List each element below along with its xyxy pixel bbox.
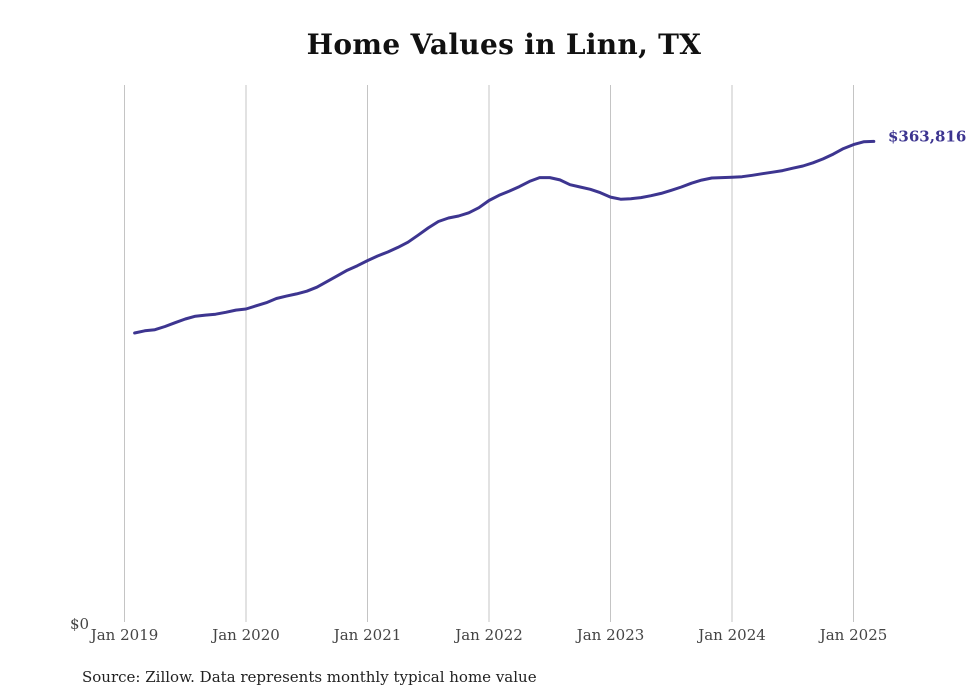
- data-point-2020-02: [255, 304, 258, 307]
- data-point-2022-09: [569, 183, 572, 186]
- data-point-2020-10: [336, 274, 339, 277]
- data-point-2020-08: [315, 286, 318, 289]
- data-point-2020-03: [265, 301, 268, 304]
- data-point-2023-04: [639, 196, 642, 199]
- data-point-2024-07: [791, 167, 794, 170]
- data-point-2021-08: [437, 220, 440, 223]
- data-point-2023-12: [720, 176, 723, 179]
- data-point-2020-11: [346, 269, 349, 272]
- data-point-2021-05: [407, 241, 410, 244]
- data-point-2019-06: [174, 321, 177, 324]
- data-point-2025-02: [862, 140, 865, 143]
- data-point-2023-11: [710, 177, 713, 180]
- data-point-2024-01: [731, 176, 734, 179]
- x-tick-label-2021: Jan 2021: [332, 626, 402, 644]
- end-value-label: $363,816: [888, 127, 966, 145]
- data-point-2022-11: [589, 188, 592, 191]
- data-point-2025-01: [852, 143, 855, 146]
- data-point-2019-05: [164, 325, 167, 328]
- data-point-2019-04: [153, 328, 156, 331]
- data-point-2019-03: [143, 329, 146, 332]
- data-point-2019-10: [214, 313, 217, 316]
- data-point-2021-02: [376, 255, 379, 258]
- data-point-2019-02: [133, 332, 136, 335]
- data-point-2023-05: [650, 194, 653, 197]
- data-point-2023-09: [690, 182, 693, 185]
- data-point-2021-12: [477, 206, 480, 209]
- data-point-2023-01: [609, 196, 612, 199]
- data-point-2021-01: [366, 259, 369, 262]
- data-point-2024-03: [751, 174, 754, 177]
- data-point-2020-06: [295, 292, 298, 295]
- data-point-2022-08: [558, 178, 561, 181]
- data-point-2023-03: [629, 197, 632, 200]
- data-point-2020-04: [275, 297, 278, 300]
- data-point-2024-09: [812, 161, 815, 164]
- series-line-0: [133, 139, 876, 335]
- data-point-2022-06: [538, 176, 541, 179]
- source-note: Source: Zillow. Data represents monthly …: [82, 668, 537, 686]
- chart-title: Home Values in Linn, TX: [306, 28, 702, 61]
- data-point-2022-03: [508, 190, 511, 193]
- data-point-2022-07: [548, 176, 551, 179]
- data-point-2021-11: [467, 211, 470, 214]
- data-point-2021-04: [396, 246, 399, 249]
- data-point-2022-12: [599, 191, 602, 194]
- data-point-2021-07: [427, 226, 430, 229]
- data-point-2024-10: [822, 157, 825, 160]
- data-point-2022-01: [488, 199, 491, 202]
- data-point-2022-10: [579, 186, 582, 189]
- data-point-2023-02: [619, 198, 622, 201]
- data-point-2020-05: [285, 295, 288, 298]
- data-point-2024-11: [832, 153, 835, 156]
- series-layer: $363,816: [133, 127, 966, 335]
- data-point-2020-09: [326, 280, 329, 283]
- y-axis-tick-labels: $0: [70, 615, 89, 633]
- data-point-2022-05: [528, 180, 531, 183]
- data-point-2023-06: [660, 192, 663, 195]
- data-point-2023-07: [670, 189, 673, 192]
- gridlines: [124, 85, 854, 622]
- data-point-2021-06: [417, 234, 420, 237]
- data-point-2025-03: [872, 140, 875, 143]
- x-tick-label-2020: Jan 2020: [210, 626, 280, 644]
- x-tick-label-2019: Jan 2019: [89, 626, 159, 644]
- x-tick-label-2022: Jan 2022: [453, 626, 523, 644]
- data-point-2024-08: [801, 165, 804, 168]
- data-point-2021-03: [386, 251, 389, 254]
- data-point-2019-07: [184, 318, 187, 321]
- x-axis-tick-labels: Jan 2019 Jan 2020 Jan 2021 Jan 2022 Jan 2023…: [89, 626, 888, 644]
- data-point-2020-12: [356, 264, 359, 267]
- data-point-2024-04: [761, 172, 764, 175]
- data-point-2021-10: [457, 215, 460, 218]
- data-point-2022-02: [498, 194, 501, 197]
- x-tick-label-2024: Jan 2024: [696, 626, 766, 644]
- data-point-2024-06: [781, 169, 784, 172]
- data-point-2020-01: [245, 308, 248, 311]
- data-point-2019-12: [234, 309, 237, 312]
- data-point-2019-09: [204, 314, 207, 317]
- x-tick-label-2023: Jan 2023: [575, 626, 645, 644]
- data-point-2024-12: [842, 147, 845, 150]
- data-point-2022-04: [518, 185, 521, 188]
- data-point-2023-08: [680, 186, 683, 189]
- data-point-2023-10: [700, 179, 703, 182]
- data-point-2024-02: [741, 175, 744, 178]
- data-point-2021-09: [447, 217, 450, 220]
- y-tick-label-0: $0: [70, 615, 89, 633]
- data-point-2024-05: [771, 171, 774, 174]
- data-point-2020-07: [305, 290, 308, 293]
- x-tick-label-2025: Jan 2025: [818, 626, 888, 644]
- data-point-2019-11: [224, 311, 227, 314]
- data-point-2019-08: [194, 315, 197, 318]
